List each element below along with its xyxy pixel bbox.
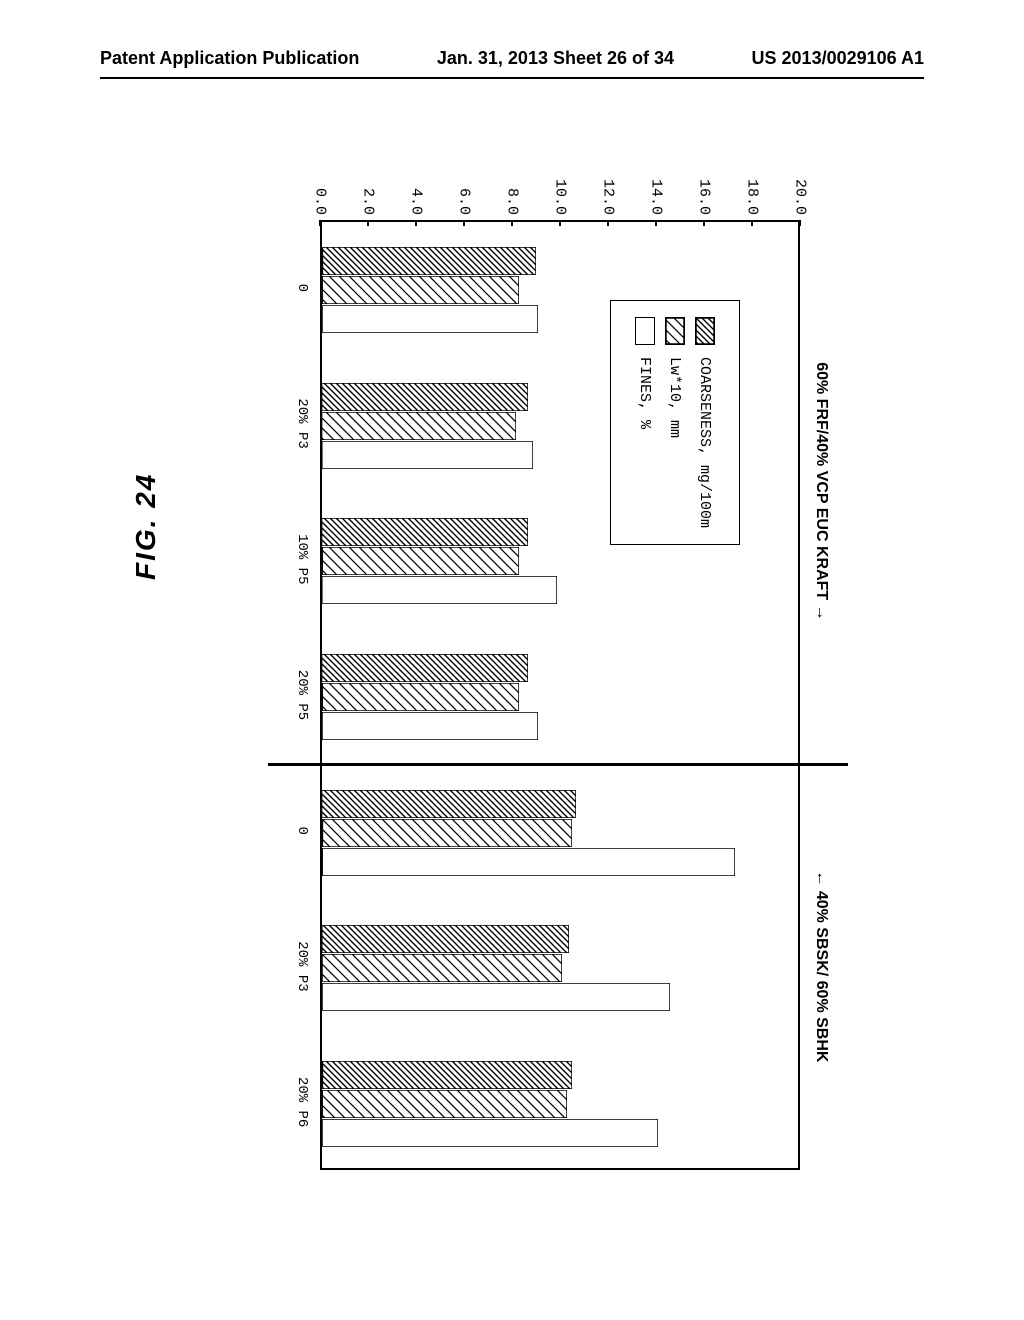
bar-coarse (322, 790, 576, 818)
legend-swatch (695, 317, 715, 345)
y-tick-label: 16.0 (696, 170, 713, 215)
header-center: Jan. 31, 2013 Sheet 26 of 34 (437, 48, 674, 69)
bar-fines (322, 1119, 658, 1147)
y-tick-label: 12.0 (600, 170, 617, 215)
bar-fines (322, 848, 735, 876)
legend-item: Lw*10, mm (665, 317, 685, 528)
y-tick-label: 8.0 (504, 170, 521, 215)
x-tick-label: 0 (294, 284, 310, 292)
bar-lw (322, 547, 519, 575)
y-tick-label: 14.0 (648, 170, 665, 215)
bar-fines (322, 576, 557, 604)
bar-fines (322, 305, 538, 333)
section-label: 60% FRF/40% VCP EUC KRAFT → (812, 362, 830, 620)
y-tick-label: 18.0 (744, 170, 761, 215)
legend-swatch (635, 317, 655, 345)
x-tick-label: 20% P3 (294, 941, 310, 991)
x-tick-label: 20% P5 (294, 670, 310, 720)
arrow-right-icon: → (813, 605, 830, 621)
y-tick-label: 6.0 (456, 170, 473, 215)
legend-label: COARSENESS, mg/100m (697, 357, 714, 528)
bar-coarse (322, 247, 536, 275)
bar-coarse (322, 1061, 572, 1089)
bar-fines (322, 983, 670, 1011)
x-tick-label: 0 (294, 827, 310, 835)
bar-lw (322, 412, 516, 440)
header-right: US 2013/0029106 A1 (752, 48, 924, 69)
section-divider (268, 763, 848, 766)
bar-lw (322, 954, 562, 982)
y-tick-label: 0.0 (312, 170, 329, 215)
legend-label: Lw*10, mm (667, 357, 684, 438)
bar-coarse (322, 654, 528, 682)
bar-coarse (322, 383, 528, 411)
header-left: Patent Application Publication (100, 48, 359, 69)
bar-fines (322, 712, 538, 740)
legend-label: FINES, % (637, 357, 654, 429)
chart-inner: 0.02.04.06.08.010.012.014.016.018.020.0 … (260, 170, 800, 1170)
x-tick-label: 10% P5 (294, 534, 310, 584)
y-tick-label: 10.0 (552, 170, 569, 215)
bar-lw (322, 819, 572, 847)
legend: COARSENESS, mg/100m Lw*10, mm FINES, % (610, 300, 740, 545)
bar-lw (322, 1090, 567, 1118)
legend-swatch (665, 317, 685, 345)
legend-item: FINES, % (635, 317, 655, 528)
chart: 0.02.04.06.08.010.012.014.016.018.020.0 … (60, 330, 1024, 1010)
header-rule (100, 77, 924, 79)
bar-lw (322, 683, 519, 711)
bar-lw (322, 276, 519, 304)
y-tick-label: 2.0 (360, 170, 377, 215)
bar-coarse (322, 518, 528, 546)
arrow-left-icon: ← (813, 870, 830, 886)
bar-fines (322, 441, 533, 469)
y-tick-label: 4.0 (408, 170, 425, 215)
x-tick-label: 20% P3 (294, 398, 310, 448)
x-tick-label: 20% P6 (294, 1077, 310, 1127)
y-tick-label: 20.0 (792, 170, 809, 215)
page-header: Patent Application Publication Jan. 31, … (0, 48, 1024, 79)
bar-coarse (322, 925, 569, 953)
section-label: ← 40% SBSK/ 60% SBHK (812, 870, 830, 1062)
legend-item: COARSENESS, mg/100m (695, 317, 715, 528)
